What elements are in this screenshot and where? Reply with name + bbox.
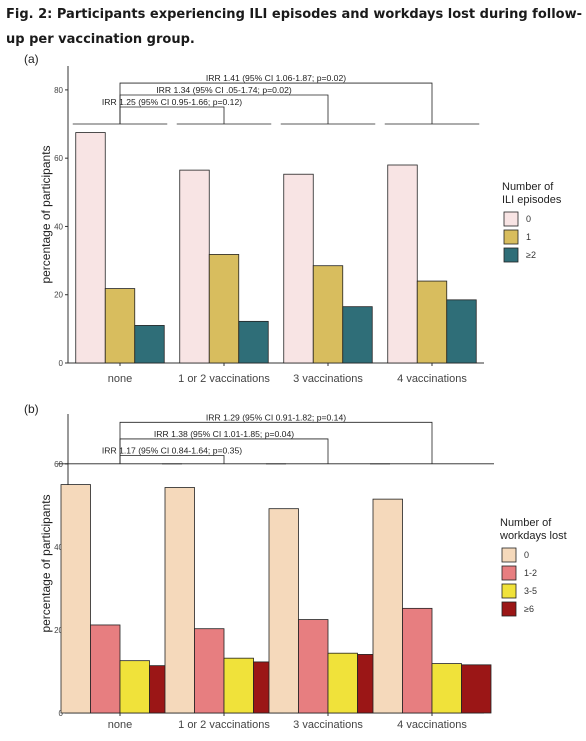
legend-label-b-2: 3-5 [524, 586, 537, 596]
bar-b-2-2 [327, 652, 358, 714]
irr-label-b-2: IRR 1.17 (95% CI 0.84-1.64; p=0.35) [102, 446, 242, 456]
bar-a-3-1 [416, 280, 448, 364]
bar-b-3-0 [372, 498, 403, 714]
bar-a-0-1 [104, 288, 136, 364]
bar-b-2-0 [268, 508, 299, 714]
bar-a-3-2 [446, 299, 477, 364]
bar-a-2-0 [283, 173, 314, 364]
bar-b-0-0 [60, 484, 91, 714]
legend-title-a-0: Number of [502, 181, 554, 193]
bar-a-0-0 [75, 132, 106, 364]
legend-label-a-2: ≥2 [526, 250, 536, 260]
bar-b-0-2 [119, 660, 150, 714]
legend-label-a-0: 0 [526, 214, 531, 224]
legend-swatch-a-1 [503, 229, 519, 245]
irr-bracket-b-1 [119, 438, 329, 464]
y-tick-label-a-20: 20 [54, 291, 63, 300]
irr-label-a-0: IRR 1.41 (95% CI 1.06-1.87; p=0.02) [206, 73, 346, 83]
bar-a-1-1 [208, 254, 240, 364]
bar-b-3-1 [402, 607, 433, 714]
bar-b-3-2 [431, 663, 462, 714]
x-tick-label-b-1: 1 or 2 vaccinations [178, 719, 270, 731]
irr-bracket-b-2 [119, 455, 225, 464]
panel-label-b: (b) [24, 402, 39, 416]
chart-panel-a: (a) 0 20 40 60 80 percentage of participants no… [24, 52, 562, 385]
bar-b-0-1 [90, 624, 121, 714]
y-tick-label-a-80: 80 [54, 86, 63, 95]
x-tick-label-b-3: 4 vaccinations [397, 719, 467, 731]
y-axis-title-b: percentage of participants [39, 494, 53, 632]
irr-label-b-0: IRR 1.29 (95% CI 0.91-1.82; p=0.14) [206, 412, 346, 422]
bar-b-3-3 [461, 664, 492, 714]
chart-panel-b: (b) 0 20 40 60 percentage of participants none… [24, 402, 567, 731]
bar-b-1-0 [164, 487, 195, 714]
legend-title-b-0: Number of [500, 517, 552, 529]
bar-b-1-1 [194, 628, 225, 714]
legend-label-a-1: 1 [526, 232, 531, 242]
y-axis-title-a: percentage of participants [39, 145, 53, 283]
bar-b-1-2 [223, 657, 254, 714]
x-tick-label-a-0: none [108, 373, 132, 385]
bar-a-1-0 [179, 169, 210, 364]
bar-a-3-0 [387, 164, 418, 364]
irr-bracket-a-2 [119, 106, 225, 125]
bar-b-2-1 [298, 619, 329, 714]
figure-title: Fig. 2: Participants experiencing ILI ep… [6, 7, 582, 47]
irr-label-a-2: IRR 1.25 (95% CI 0.95-1.66; p=0.12) [102, 97, 242, 107]
bar-a-2-1 [312, 265, 344, 364]
legend-swatch-b-3 [501, 601, 517, 617]
legend-label-b-1: 1-2 [524, 568, 537, 578]
legend-swatch-b-1 [501, 565, 517, 581]
x-tick-label-a-3: 4 vaccinations [397, 373, 467, 385]
y-tick-label-a-0: 0 [59, 359, 64, 368]
y-tick-label-b-60: 60 [54, 460, 63, 469]
x-tick-label-a-2: 3 vaccinations [293, 373, 363, 385]
bar-a-2-2 [342, 306, 373, 364]
irr-label-b-1: IRR 1.38 (95% CI 1.01-1.85; p=0.04) [154, 429, 294, 439]
bar-a-1-2 [238, 320, 269, 364]
legend-swatch-a-0 [503, 211, 519, 227]
x-tick-label-b-2: 3 vaccinations [293, 719, 363, 731]
legend-swatch-b-2 [501, 583, 517, 599]
irr-label-a-1: IRR 1.34 (95% CI .05-1.74; p=0.02) [156, 85, 292, 95]
y-tick-label-b-20: 20 [54, 626, 63, 635]
y-tick-label-a-60: 60 [54, 154, 63, 163]
panel-label-a: (a) [24, 52, 39, 66]
y-tick-label-b-0: 0 [59, 709, 64, 718]
bar-a-0-2 [134, 325, 165, 364]
legend-swatch-b-0 [501, 547, 517, 563]
legend-label-b-0: 0 [524, 550, 529, 560]
y-tick-label-b-40: 40 [54, 543, 63, 552]
x-tick-label-b-0: none [108, 719, 132, 731]
x-tick-label-a-1: 1 or 2 vaccinations [178, 373, 270, 385]
legend-label-b-3: ≥6 [524, 604, 534, 614]
legend-title-b-1: workdays lost [499, 530, 567, 542]
y-tick-label-a-40: 40 [54, 222, 63, 231]
legend-swatch-a-2 [503, 247, 519, 263]
legend-title-a-1: ILI episodes [502, 194, 562, 206]
